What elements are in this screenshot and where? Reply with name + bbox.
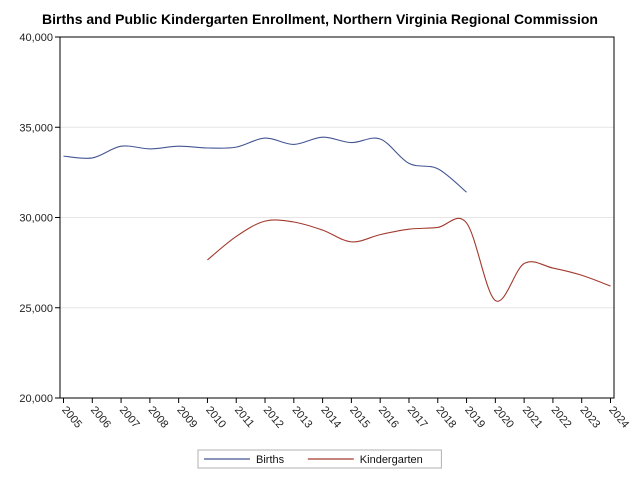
x-tick-label: 2019 — [462, 404, 487, 430]
series-layer — [63, 136, 611, 302]
x-tick-label: 2007 — [117, 404, 142, 430]
x-tick-label: 2023 — [577, 404, 602, 430]
y-tick-label: 25,000 — [19, 303, 53, 315]
legend: Births Kindergarten — [197, 449, 442, 469]
x-tick-label: 2013 — [290, 404, 315, 430]
x-tick-label: 2010 — [203, 404, 228, 430]
y-tick-label: 20,000 — [19, 393, 53, 405]
x-tick-label: 2021 — [520, 404, 545, 430]
x-tick-label: 2014 — [318, 404, 343, 430]
series-line-kindergarten — [207, 217, 611, 302]
legend-label: Births — [256, 454, 285, 466]
chart-title: Births and Public Kindergarten Enrollmen… — [42, 11, 598, 27]
x-tick-label: 2008 — [146, 404, 171, 430]
y-tick-label: 30,000 — [19, 213, 53, 225]
x-tick-label: 2015 — [347, 404, 372, 430]
gridlines — [60, 126, 614, 309]
x-tick-label: 2009 — [174, 404, 199, 430]
x-tick-label: 2024 — [606, 404, 631, 430]
x-tick-label: 2022 — [549, 404, 574, 430]
x-tick-label: 2005 — [59, 404, 84, 430]
x-tick-label: 2020 — [491, 404, 516, 430]
x-tick-label: 2011 — [232, 404, 256, 430]
y-tick-label: 35,000 — [19, 122, 53, 134]
legend-label: Kindergarten — [360, 454, 423, 466]
x-axis: 2005 2006 2007 2008 2009 2010 2011 2012 2013 2014… — [59, 398, 631, 431]
series-line-births — [63, 136, 467, 193]
x-tick-label: 2006 — [88, 404, 113, 430]
y-tick-label: 40,000 — [19, 32, 53, 44]
y-axis: 20,000 25,000 30,000 35,000 40,000 — [19, 32, 60, 405]
x-tick-label: 2016 — [376, 404, 401, 430]
x-tick-label: 2012 — [261, 404, 286, 430]
x-tick-label: 2017 — [405, 404, 430, 430]
x-tick-label: 2018 — [433, 404, 458, 430]
